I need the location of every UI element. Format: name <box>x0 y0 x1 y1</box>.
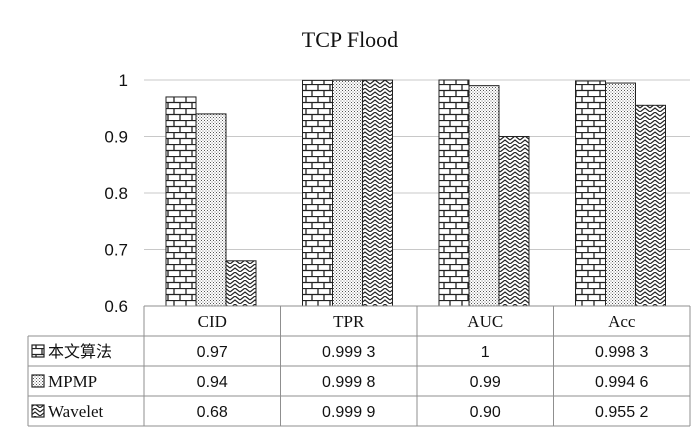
bar-cid-1 <box>165 96 197 307</box>
data-label: 0.97 <box>197 344 228 361</box>
chart-title: TCP Flood <box>302 27 398 52</box>
legend-swatch <box>31 374 45 388</box>
bar-acc-3 <box>635 104 666 307</box>
legend-swatch <box>31 404 45 418</box>
data-label: 1 <box>481 344 490 361</box>
legend-label: 本文算法 <box>48 342 112 361</box>
bar-acc-1 <box>575 80 606 307</box>
data-label: 0.94 <box>197 374 228 391</box>
y-tick-label: 0.8 <box>104 184 128 203</box>
legend-label: Wavelet <box>48 402 104 421</box>
x-tick-label: TPR <box>333 312 365 331</box>
data-label: 0.999 9 <box>322 404 375 421</box>
data-label: 0.99 <box>470 374 501 391</box>
data-table: CID TPR AUC Acc 本文算法 0.97 0.999 3 1 0.998 3 MPMP 0… <box>27 305 691 427</box>
data-label: 0.955 2 <box>595 404 648 421</box>
y-tick-label: 0.7 <box>104 241 128 260</box>
x-tick-label: AUC <box>467 312 503 331</box>
data-label: 0.999 3 <box>322 344 375 361</box>
bar-auc-1 <box>438 79 470 307</box>
bar-cid-3 <box>225 260 257 307</box>
legend-label: MPMP <box>48 372 97 391</box>
y-tick-label: 0.6 <box>104 297 128 316</box>
bar-acc-2 <box>605 82 636 307</box>
data-label: 0.994 6 <box>595 374 648 391</box>
y-tick-label: 0.9 <box>104 128 128 147</box>
bar-auc-2 <box>468 85 500 307</box>
x-tick-label: CID <box>198 312 227 331</box>
y-tick-label: 1 <box>119 71 128 90</box>
x-tick-label: Acc <box>608 312 636 331</box>
data-label: 0.999 8 <box>322 374 375 391</box>
bars <box>165 79 666 307</box>
bar-auc-3 <box>498 136 530 307</box>
y-axis: 0.6 0.7 0.8 0.9 1 <box>104 71 128 316</box>
data-label: 0.68 <box>197 404 228 421</box>
data-label: 0.90 <box>470 404 501 421</box>
bar-tpr-3 <box>362 79 393 307</box>
bar-cid-2 <box>195 113 227 307</box>
bar-tpr-1 <box>302 79 333 307</box>
bar-tpr-2 <box>332 79 363 307</box>
legend-swatch <box>31 344 45 358</box>
data-label: 0.998 3 <box>595 344 648 361</box>
